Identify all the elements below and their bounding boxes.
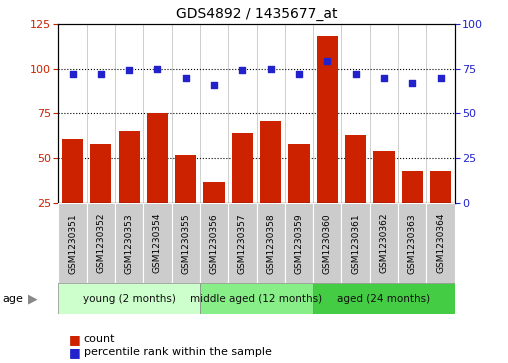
Bar [398, 203, 426, 283]
Text: ■: ■ [69, 346, 80, 359]
Bar [370, 203, 398, 283]
Text: GSM1230359: GSM1230359 [295, 213, 303, 274]
Bar [200, 283, 313, 314]
Point [408, 80, 416, 86]
Text: GSM1230360: GSM1230360 [323, 213, 332, 274]
Bar [430, 171, 451, 203]
Text: GSM1230364: GSM1230364 [436, 213, 445, 273]
Bar [147, 113, 168, 203]
Bar [313, 283, 455, 314]
Text: GSM1230351: GSM1230351 [68, 213, 77, 274]
Bar [341, 203, 370, 283]
Point [210, 82, 218, 87]
Point [69, 71, 77, 77]
Bar [200, 203, 228, 283]
Bar [257, 203, 285, 283]
Bar [118, 131, 140, 203]
Point [153, 66, 162, 72]
Text: age: age [3, 294, 23, 303]
Bar [172, 203, 200, 283]
Point [436, 74, 444, 80]
Text: ▶: ▶ [28, 292, 38, 305]
Bar [90, 144, 111, 203]
Bar [175, 155, 197, 203]
Bar [345, 135, 366, 203]
Bar [58, 283, 200, 314]
Text: GSM1230358: GSM1230358 [266, 213, 275, 274]
Bar [115, 203, 143, 283]
Bar [58, 203, 87, 283]
Bar [289, 144, 309, 203]
Text: count: count [84, 334, 115, 344]
Title: GDS4892 / 1435677_at: GDS4892 / 1435677_at [176, 7, 337, 21]
Point [323, 58, 331, 64]
Text: young (2 months): young (2 months) [83, 294, 176, 303]
Bar [143, 203, 172, 283]
Text: GSM1230361: GSM1230361 [351, 213, 360, 274]
Text: GSM1230352: GSM1230352 [97, 213, 105, 273]
Point [182, 74, 190, 80]
Point [295, 71, 303, 77]
Bar [204, 182, 225, 203]
Bar [316, 36, 338, 203]
Bar [426, 203, 455, 283]
Point [267, 66, 275, 72]
Bar [402, 171, 423, 203]
Text: middle aged (12 months): middle aged (12 months) [190, 294, 323, 303]
Text: ■: ■ [69, 333, 80, 346]
Point [380, 74, 388, 80]
Text: percentile rank within the sample: percentile rank within the sample [84, 347, 272, 357]
Bar [232, 133, 253, 203]
Bar [285, 203, 313, 283]
Text: GSM1230357: GSM1230357 [238, 213, 247, 274]
Text: GSM1230356: GSM1230356 [210, 213, 218, 274]
Text: GSM1230363: GSM1230363 [408, 213, 417, 274]
Point [238, 68, 246, 73]
Bar [62, 139, 83, 203]
Text: GSM1230355: GSM1230355 [181, 213, 190, 274]
Point [125, 68, 133, 73]
Text: GSM1230354: GSM1230354 [153, 213, 162, 273]
Bar [87, 203, 115, 283]
Bar [313, 203, 341, 283]
Point [97, 71, 105, 77]
Bar [260, 121, 281, 203]
Bar [228, 203, 257, 283]
Point [352, 71, 360, 77]
Text: GSM1230353: GSM1230353 [124, 213, 134, 274]
Bar [373, 151, 395, 203]
Text: GSM1230362: GSM1230362 [379, 213, 389, 273]
Text: aged (24 months): aged (24 months) [337, 294, 430, 303]
